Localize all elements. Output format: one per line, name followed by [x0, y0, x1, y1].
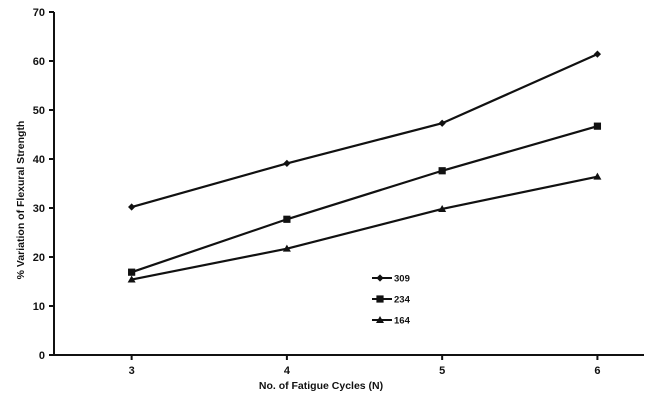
y-tick-label: 20 — [33, 252, 45, 264]
series-line — [131, 125, 598, 274]
legend-label: 309 — [394, 274, 410, 285]
data-point — [438, 204, 447, 212]
series-layer — [127, 50, 602, 283]
legend-item: 234 — [372, 295, 411, 306]
x-tick-label: 5 — [439, 365, 445, 377]
data-point — [128, 203, 136, 211]
x-tick-label: 6 — [594, 365, 600, 377]
legend-item: 309 — [372, 274, 410, 285]
legend-label: 234 — [394, 295, 411, 306]
series-234 — [128, 122, 602, 276]
x-axis-title: No. of Fatigue Cycles (N) — [259, 380, 383, 392]
legend-label: 164 — [394, 316, 411, 327]
data-point — [593, 122, 602, 130]
data-point — [283, 215, 291, 223]
legend-item: 164 — [372, 316, 411, 327]
y-tick-label: 10 — [33, 301, 45, 313]
series-line — [131, 175, 598, 281]
legend: 309 234 164 — [372, 274, 411, 327]
y-tick-label: 50 — [33, 105, 45, 117]
data-point — [282, 244, 291, 252]
series-164 — [127, 172, 602, 283]
series-line — [131, 53, 598, 209]
legend-marker — [376, 316, 384, 323]
data-point — [127, 275, 136, 283]
data-point — [593, 172, 602, 180]
x-tick-label: 4 — [284, 365, 291, 377]
y-ticks: 0 10 20 30 40 50 60 70 — [33, 7, 54, 362]
y-tick-label: 0 — [39, 350, 45, 362]
series-309 — [128, 50, 602, 211]
x-tick-label: 3 — [129, 365, 135, 377]
data-point — [438, 119, 446, 127]
data-point — [283, 159, 291, 168]
axes — [53, 12, 644, 356]
data-point — [438, 167, 446, 175]
y-tick-label: 40 — [33, 154, 45, 166]
data-point — [128, 268, 136, 276]
data-point — [593, 50, 602, 58]
y-tick-label: 70 — [33, 7, 45, 19]
y-tick-label: 60 — [33, 56, 45, 68]
y-axis-title: % Variation of Flexural Strength — [15, 121, 27, 280]
legend-marker — [376, 274, 384, 282]
x-ticks: 3 4 5 6 — [129, 355, 600, 377]
legend-marker — [376, 295, 384, 303]
y-tick-label: 30 — [33, 203, 45, 215]
